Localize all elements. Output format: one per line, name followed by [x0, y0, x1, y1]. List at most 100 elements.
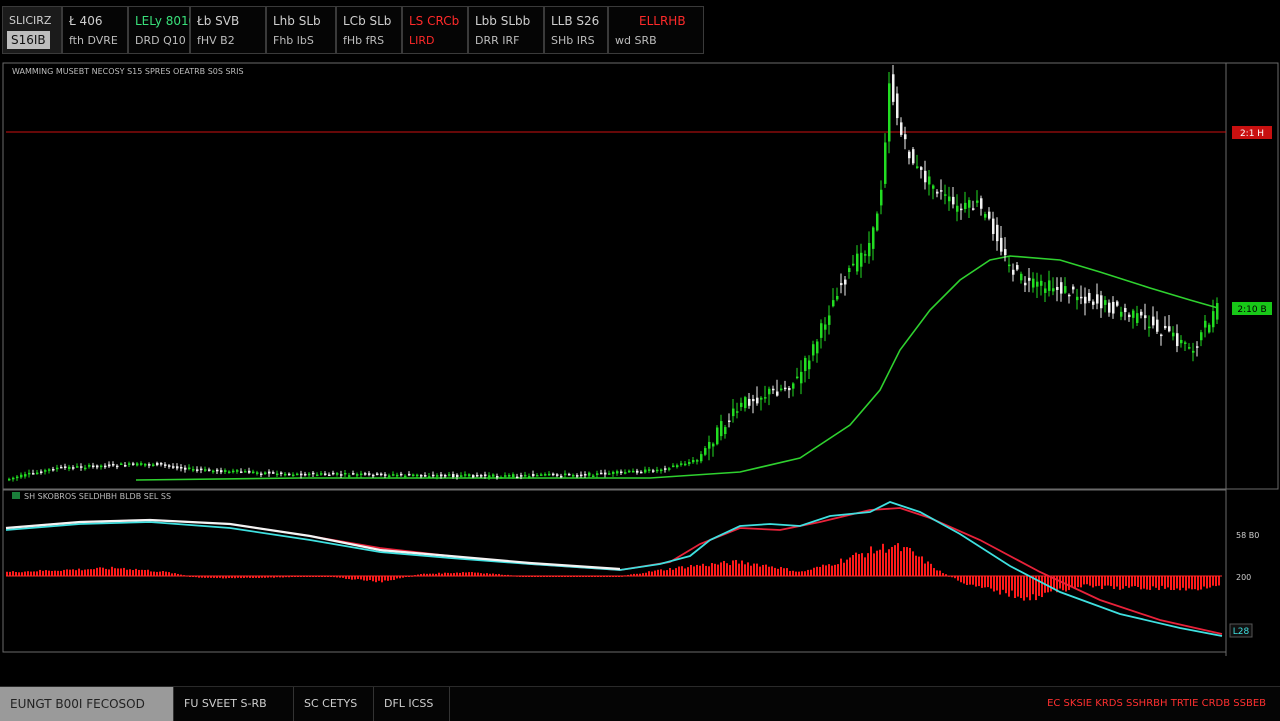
candle[interactable] [1040, 280, 1043, 286]
candle[interactable] [252, 471, 255, 474]
signal-line[interactable] [5, 507, 1223, 635]
candle[interactable] [1016, 265, 1019, 270]
candle[interactable] [612, 471, 615, 474]
candle[interactable] [8, 478, 11, 481]
candle[interactable] [964, 202, 967, 210]
candle[interactable] [1024, 282, 1027, 286]
candle[interactable] [892, 74, 895, 102]
candle[interactable] [436, 475, 439, 477]
candle[interactable] [1100, 295, 1103, 309]
candle[interactable] [1012, 269, 1015, 275]
candle[interactable] [696, 460, 699, 462]
candle[interactable] [256, 472, 259, 474]
candle[interactable] [72, 467, 75, 469]
candle[interactable] [392, 474, 395, 476]
candle[interactable] [540, 474, 543, 476]
candle[interactable] [724, 427, 727, 435]
candle[interactable] [420, 475, 423, 477]
candle[interactable] [992, 218, 995, 234]
stat-tile[interactable]: LCb SLb fHb fRS [336, 6, 402, 54]
candle[interactable] [1032, 278, 1035, 288]
candle[interactable] [1080, 296, 1083, 299]
tab-secondary[interactable]: FU SVEET S-RB [174, 687, 294, 721]
candle[interactable] [468, 474, 471, 477]
candle[interactable] [868, 242, 871, 257]
candle[interactable] [76, 466, 79, 468]
candle[interactable] [484, 474, 487, 477]
candle[interactable] [596, 473, 599, 475]
candle[interactable] [560, 475, 563, 478]
candle[interactable] [732, 408, 735, 417]
candle[interactable] [516, 476, 519, 479]
candle[interactable] [728, 420, 731, 423]
candle[interactable] [188, 467, 191, 470]
candle[interactable] [500, 477, 503, 479]
candle[interactable] [152, 464, 155, 467]
candle[interactable] [632, 470, 635, 473]
candle[interactable] [576, 475, 579, 477]
candle[interactable] [608, 473, 611, 475]
candle[interactable] [772, 388, 775, 391]
candle[interactable] [36, 472, 39, 475]
candle[interactable] [1172, 332, 1175, 337]
candle[interactable] [216, 469, 219, 472]
candle[interactable] [1108, 302, 1111, 313]
macd-histogram[interactable] [6, 543, 1220, 601]
candle[interactable] [164, 464, 167, 466]
candle[interactable] [1116, 301, 1119, 306]
candle[interactable] [356, 474, 359, 476]
candle[interactable] [1052, 288, 1055, 292]
candle[interactable] [1084, 296, 1087, 304]
candle[interactable] [952, 196, 955, 205]
candle[interactable] [84, 467, 87, 470]
candle[interactable] [136, 463, 139, 466]
candle[interactable] [912, 149, 915, 164]
candle[interactable] [1144, 315, 1147, 319]
candle[interactable] [1064, 286, 1067, 293]
candle[interactable] [832, 300, 835, 307]
candle[interactable] [744, 397, 747, 409]
candle[interactable] [1112, 301, 1115, 314]
candle[interactable] [664, 468, 667, 470]
candle[interactable] [44, 470, 47, 472]
candle[interactable] [1092, 301, 1095, 305]
candle[interactable] [348, 475, 351, 477]
candle[interactable] [528, 476, 531, 478]
candle[interactable] [788, 388, 791, 391]
candle[interactable] [692, 460, 695, 463]
candle[interactable] [464, 474, 467, 476]
candle[interactable] [112, 463, 115, 466]
candle[interactable] [968, 200, 971, 208]
candle[interactable] [760, 397, 763, 400]
candle[interactable] [228, 471, 231, 473]
candle[interactable] [644, 469, 647, 473]
candle[interactable] [936, 191, 939, 194]
candle[interactable] [1048, 280, 1051, 291]
candle[interactable] [1180, 339, 1183, 344]
chart-area[interactable]: WAMMING MUSEBT NECOSY S15 SPRES OEATRB S… [0, 60, 1280, 675]
candle[interactable] [960, 208, 963, 211]
candle[interactable] [544, 474, 547, 476]
candle[interactable] [1088, 292, 1091, 301]
candle[interactable] [796, 376, 799, 379]
stat-tile[interactable]: Lbb SLbb DRR IRF [468, 6, 544, 54]
candle[interactable] [584, 474, 587, 476]
candle[interactable] [212, 470, 215, 473]
candle[interactable] [472, 475, 475, 478]
candle[interactable] [628, 470, 631, 473]
candle[interactable] [340, 474, 343, 476]
candle[interactable] [1096, 294, 1099, 304]
candle[interactable] [196, 469, 199, 471]
candle[interactable] [1192, 350, 1195, 353]
candle[interactable] [1148, 326, 1151, 329]
candle[interactable] [520, 475, 523, 477]
candle[interactable] [400, 473, 403, 476]
candle[interactable] [928, 176, 931, 185]
candle[interactable] [552, 473, 555, 476]
candle[interactable] [32, 473, 35, 475]
candle[interactable] [432, 474, 435, 477]
candle[interactable] [800, 371, 803, 384]
candle[interactable] [1056, 286, 1059, 290]
candle[interactable] [1000, 237, 1003, 252]
candle[interactable] [688, 462, 691, 465]
